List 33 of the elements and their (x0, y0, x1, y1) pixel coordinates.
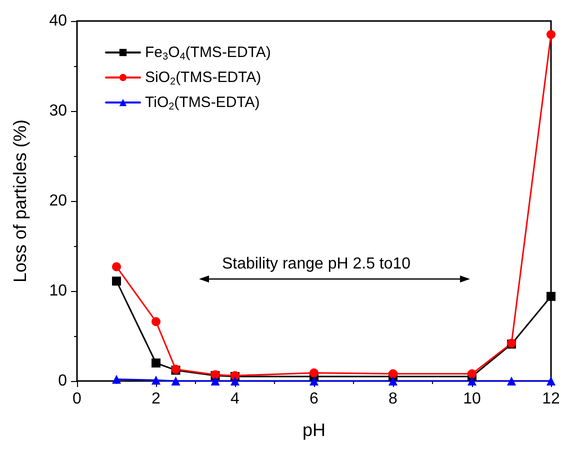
point (468, 369, 476, 378)
point (152, 376, 160, 385)
point (112, 374, 121, 384)
point (546, 30, 556, 39)
x-tick-label: 4 (230, 390, 240, 408)
y-axis-title: Loss of particles (%) (10, 119, 30, 283)
x-tick-label: 8 (388, 390, 398, 408)
point (230, 376, 240, 386)
point (210, 376, 220, 386)
point (468, 376, 476, 386)
point (546, 292, 556, 301)
point (171, 376, 180, 386)
point (310, 368, 318, 378)
x-tick-label: 0 (72, 390, 82, 408)
y-tick-label: 30 (49, 102, 68, 120)
annotation: Stability range pH 2.5 to10 (222, 256, 411, 272)
point (152, 358, 160, 368)
y-tick-label: 10 (49, 282, 68, 300)
x-axis-title: pH (302, 420, 326, 440)
x-tick-label: 12 (542, 390, 560, 408)
y-tick-label: 20 (49, 192, 68, 210)
point (310, 376, 318, 386)
point (152, 317, 160, 326)
x-tick-label: 2 (152, 390, 161, 408)
y-tick-label: 0 (58, 372, 68, 390)
x-tick-label: 6 (310, 390, 319, 408)
point (507, 376, 516, 386)
point (388, 369, 398, 378)
y-tick-label: 40 (49, 12, 68, 30)
x-tick-label: 10 (463, 390, 481, 408)
point (112, 276, 121, 286)
point (112, 262, 121, 272)
point (388, 376, 398, 386)
